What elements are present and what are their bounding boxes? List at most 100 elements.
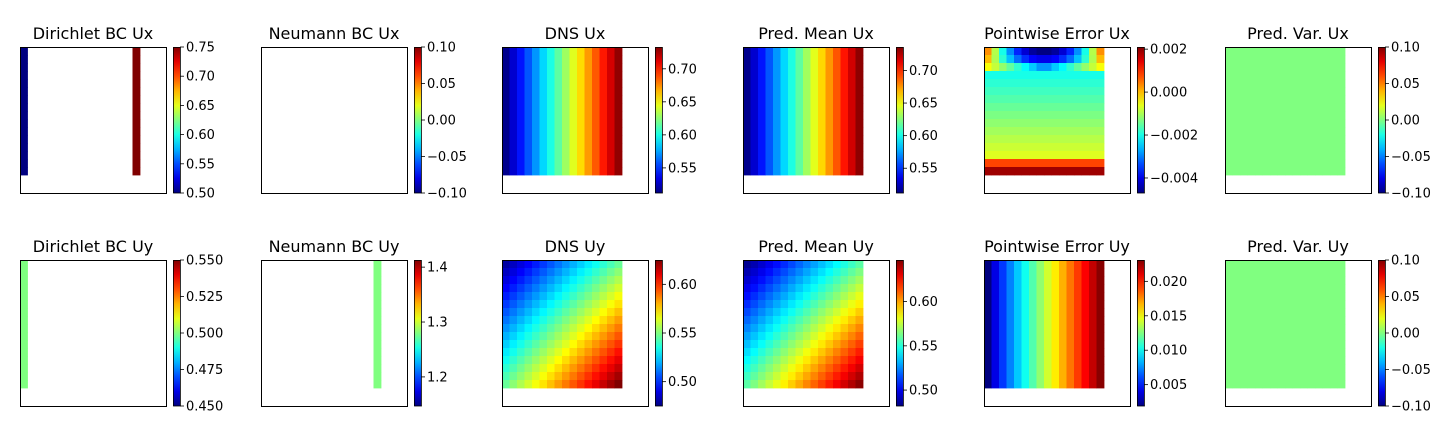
heatmap-cell	[517, 87, 525, 96]
heatmap-cell	[758, 260, 766, 269]
heatmap-cell	[855, 292, 864, 301]
heatmap-cell	[517, 316, 525, 325]
heatmap-cell	[1322, 300, 1331, 309]
heatmap-cell	[1315, 292, 1323, 301]
heatmap-cell	[1285, 348, 1293, 357]
heatmap-cell	[1322, 372, 1331, 381]
heatmap-cell	[1225, 151, 1233, 160]
heatmap-cell	[795, 340, 804, 349]
heatmap-cell	[1240, 332, 1248, 341]
heatmap-cell	[524, 63, 533, 72]
heatmap-cell	[999, 332, 1007, 341]
heatmap-cell	[1337, 276, 1346, 285]
colorbar-frame	[896, 47, 904, 194]
heatmap-cell	[1240, 87, 1248, 96]
heatmap-cell	[547, 268, 555, 277]
heatmap-cell	[1006, 324, 1015, 333]
heatmap-cell	[1225, 159, 1233, 168]
heatmap-cell	[1315, 95, 1323, 104]
heatmap-cell	[795, 380, 804, 389]
heatmap-cell	[1096, 79, 1105, 88]
heatmap-cell	[547, 63, 555, 72]
heatmap-cell	[1337, 151, 1346, 160]
heatmap-cell	[818, 151, 826, 160]
heatmap-cell	[554, 79, 563, 88]
colorbar-frame	[1137, 47, 1145, 194]
heatmap-cell	[132, 95, 141, 104]
heatmap-cell	[532, 87, 540, 96]
heatmap-cell	[1247, 324, 1256, 333]
heatmap-cell	[984, 356, 992, 365]
heatmap-cell	[1232, 300, 1241, 309]
heatmap-cell	[607, 348, 615, 357]
heatmap-cell	[577, 348, 585, 357]
heatmap-cell	[1081, 308, 1090, 317]
colorbar-tick-label: 0.015	[1150, 309, 1187, 324]
heatmap-cell	[1262, 300, 1271, 309]
heatmap-cell	[1300, 308, 1308, 317]
heatmap-cell	[780, 103, 789, 112]
heatmap-cells	[743, 47, 864, 176]
heatmap-cell	[1051, 316, 1060, 325]
heatmap-cell	[1277, 380, 1286, 389]
heatmap-cell	[1307, 340, 1316, 349]
heatmap-cell	[1096, 47, 1105, 56]
heatmap-cell	[1315, 159, 1323, 168]
heatmap-cell	[607, 71, 615, 80]
heatmap-cell	[1330, 372, 1338, 381]
heatmap-cell	[373, 292, 382, 301]
heatmap-cell	[539, 167, 548, 176]
heatmap-cell	[1307, 103, 1316, 112]
heatmap-cell	[1292, 300, 1301, 309]
heatmap-cell	[1285, 87, 1293, 96]
heatmap-cell	[750, 47, 759, 56]
heatmap-cell	[1014, 380, 1022, 389]
heatmap-cell	[1337, 316, 1346, 325]
heatmap-cell	[1307, 260, 1316, 269]
heatmap-cell	[773, 103, 781, 112]
heatmap-cell	[773, 260, 781, 269]
heatmap-cell	[1285, 47, 1293, 56]
heatmap-cell	[1315, 143, 1323, 152]
heatmap-cell	[1006, 356, 1015, 365]
heatmap-cell	[547, 55, 555, 64]
heatmap-cell	[1021, 79, 1030, 88]
heatmap-cell	[1021, 71, 1030, 80]
heatmap-cell	[509, 348, 518, 357]
heatmap-cell	[765, 167, 774, 176]
heatmap-cell	[848, 159, 856, 168]
heatmap-cell	[773, 151, 781, 160]
heatmap-cell	[984, 111, 992, 120]
heatmap-cell	[547, 159, 555, 168]
heatmap-cell	[517, 167, 525, 176]
heatmap-cell	[1247, 292, 1256, 301]
heatmap-cell	[1300, 111, 1308, 120]
heatmap-cell	[803, 103, 811, 112]
heatmap-cell	[132, 71, 141, 80]
heatmap-cell	[20, 151, 28, 160]
heatmap-cell	[20, 340, 28, 349]
heatmap-cell	[1277, 300, 1286, 309]
heatmap-cell	[20, 268, 28, 277]
heatmap-cell	[848, 151, 856, 160]
heatmap-cell	[1330, 332, 1338, 341]
heatmap-cell	[373, 284, 382, 293]
heatmap-cell	[848, 316, 856, 325]
colorbar-tick-label: 0.525	[186, 290, 223, 305]
heatmap-cell	[1006, 308, 1015, 317]
heatmap-cell	[592, 87, 600, 96]
heatmap-cell	[20, 103, 28, 112]
heatmap-cell	[1021, 276, 1030, 285]
heatmap-cell	[1322, 276, 1331, 285]
heatmap-cell	[1066, 55, 1075, 64]
heatmap-cell	[848, 356, 856, 365]
heatmap-cell	[1014, 356, 1022, 365]
heatmap-cell	[1262, 356, 1271, 365]
heatmap-cell	[758, 292, 766, 301]
heatmap-cell	[803, 127, 811, 136]
heatmap-cell	[1021, 284, 1030, 293]
heatmap-cell	[20, 71, 28, 80]
heatmap-cell	[1232, 127, 1241, 136]
heatmap-cell	[743, 300, 751, 309]
heatmap-cell	[818, 79, 826, 88]
